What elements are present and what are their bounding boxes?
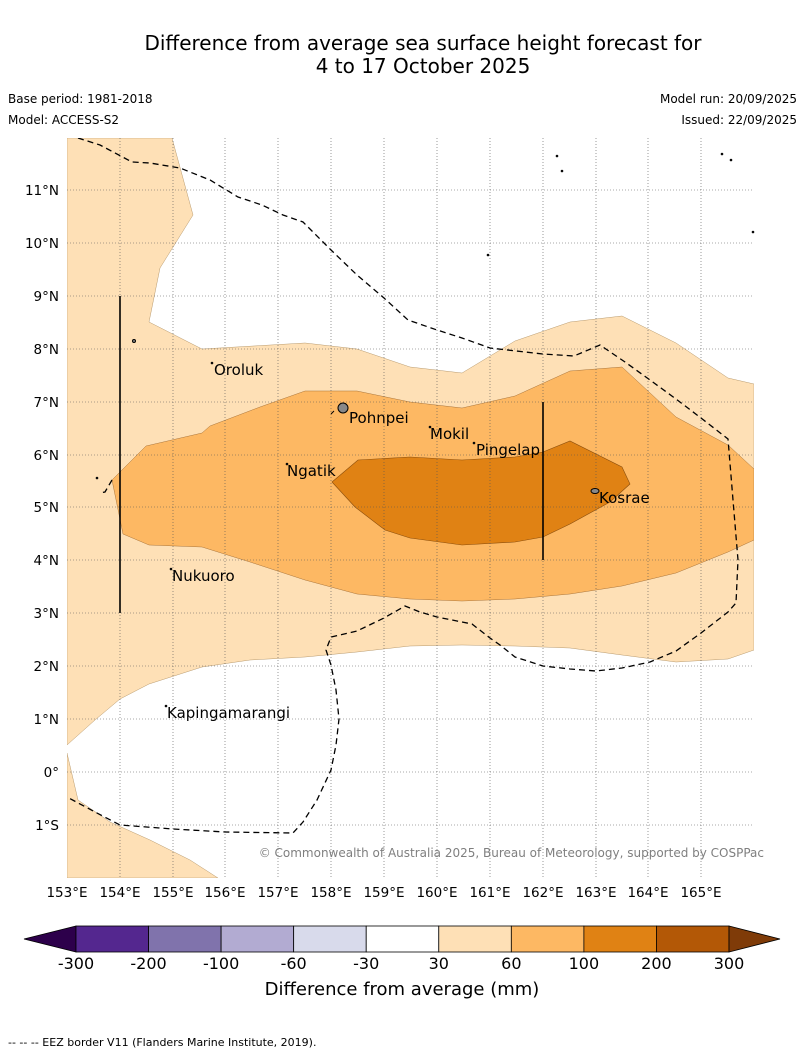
pohnpei-island bbox=[337, 402, 349, 414]
lat-label: 7°N bbox=[34, 395, 59, 411]
lon-label: 158°E bbox=[310, 885, 351, 901]
colorbar-segment bbox=[75, 925, 149, 953]
ngatik-islet bbox=[285, 462, 289, 466]
lon-label: 153°E bbox=[46, 885, 87, 901]
issued-date: Issued: 22/09/2025 bbox=[681, 113, 797, 127]
nukuoro-islet bbox=[169, 567, 173, 571]
place-oroluk: Oroluk bbox=[214, 361, 263, 379]
colorbar-labels: -300 -200 -100 -60 -30 30 60 100 200 300 bbox=[58, 954, 744, 973]
lon-label: 161°E bbox=[469, 885, 510, 901]
lat-label: 0° bbox=[44, 765, 59, 781]
colorbar-segment bbox=[293, 925, 367, 953]
oroluk-islet bbox=[210, 361, 214, 365]
colorbar-segment bbox=[510, 925, 585, 953]
place-pohnpei: Pohnpei bbox=[349, 409, 409, 427]
colorbar-tick-label: -200 bbox=[130, 954, 166, 973]
colorbar: -300 -200 -100 -60 -30 30 60 100 200 300 Differen… bbox=[23, 925, 781, 1000]
contour-100-200 bbox=[331, 440, 631, 546]
lon-label: 159°E bbox=[363, 885, 404, 901]
lon-label: 157°E bbox=[257, 885, 298, 901]
model-run: Model run: 20/09/2025 bbox=[659, 92, 797, 106]
eez-footnote: -- -- -- EEZ border V11 (Flanders Marine… bbox=[8, 1036, 317, 1049]
place-kapingamarangi: Kapingamarangi bbox=[167, 704, 290, 722]
lon-label: 156°E bbox=[204, 885, 245, 901]
colorbar-tick-label: -60 bbox=[281, 954, 307, 973]
islet bbox=[751, 230, 755, 234]
anomaly-contours bbox=[67, 138, 754, 878]
pingelap-islet bbox=[472, 441, 476, 445]
kapinga-islet bbox=[164, 704, 168, 708]
graticule bbox=[67, 138, 754, 878]
title-line-1: Difference from average sea surface heig… bbox=[144, 31, 702, 55]
lon-label: 160°E bbox=[416, 885, 457, 901]
chart-title: Difference from average sea surface heig… bbox=[0, 32, 804, 78]
longitude-labels: 153°E 154°E 155°E 156°E 157°E 158°E 159°… bbox=[46, 885, 721, 901]
lon-label: 163°E bbox=[575, 885, 616, 901]
islet bbox=[555, 154, 559, 158]
colorbar-overflow bbox=[728, 925, 781, 953]
contour-30-60-southwest bbox=[67, 752, 219, 878]
colorbar-tick-label: 100 bbox=[569, 954, 600, 973]
lon-label: 162°E bbox=[522, 885, 563, 901]
mokil-islet bbox=[428, 425, 432, 429]
colorbar-tick-label: 30 bbox=[429, 954, 449, 973]
lat-label: 3°N bbox=[34, 606, 59, 622]
lat-label: 8°N bbox=[34, 342, 59, 358]
place-mokil: Mokil bbox=[430, 425, 469, 443]
colorbar-segment bbox=[365, 925, 440, 953]
lon-label: 154°E bbox=[99, 885, 140, 901]
islet bbox=[720, 152, 724, 156]
kosrae-island bbox=[590, 488, 600, 494]
islands bbox=[95, 152, 755, 708]
base-period: Base period: 1981-2018 bbox=[8, 92, 153, 106]
islet bbox=[729, 158, 733, 162]
colorbar-tick-label: 300 bbox=[714, 954, 745, 973]
lat-label: 11°N bbox=[25, 183, 59, 199]
colorbar-segment bbox=[656, 925, 730, 953]
lat-label: 10°N bbox=[25, 236, 59, 252]
colorbar-segment bbox=[583, 925, 657, 953]
copyright-notice: © Commonwealth of Australia 2025, Bureau… bbox=[259, 846, 764, 860]
colorbar-tick-label: 60 bbox=[501, 954, 521, 973]
colorbar-segments bbox=[75, 925, 730, 953]
colorbar-title: Difference from average (mm) bbox=[265, 979, 540, 1000]
lat-label: 6°N bbox=[34, 448, 59, 464]
lon-label: 165°E bbox=[680, 885, 721, 901]
place-kosrae: Kosrae bbox=[599, 489, 650, 507]
islet bbox=[486, 253, 490, 257]
islet bbox=[560, 169, 564, 173]
colorbar-segment bbox=[438, 925, 512, 953]
lat-label: 1°N bbox=[34, 712, 59, 728]
colorbar-segment bbox=[220, 925, 295, 953]
colorbar-underflow bbox=[23, 925, 77, 953]
lon-label: 155°E bbox=[152, 885, 193, 901]
lat-label: 4°N bbox=[34, 553, 59, 569]
colorbar-tick-label: 200 bbox=[641, 954, 672, 973]
model-name: Model: ACCESS-S2 bbox=[8, 113, 120, 127]
lat-label: 5°N bbox=[34, 500, 59, 516]
islet bbox=[95, 476, 99, 480]
colorbar-tick-label: -300 bbox=[58, 954, 94, 973]
colorbar-segment bbox=[148, 925, 222, 953]
title-line-2: 4 to 17 October 2025 bbox=[315, 54, 531, 78]
eez-border bbox=[67, 138, 739, 834]
place-ngatik: Ngatik bbox=[287, 462, 336, 480]
colorbar-tick-label: -30 bbox=[353, 954, 379, 973]
colorbar-tick-label: -100 bbox=[203, 954, 239, 973]
place-nukuoro: Nukuoro bbox=[172, 567, 235, 585]
latitude-labels: 11°N 10°N 9°N 8°N 7°N 6°N 5°N 4°N 3°N 2°… bbox=[25, 183, 59, 834]
lon-label: 164°E bbox=[627, 885, 668, 901]
lat-label: 9°N bbox=[34, 289, 59, 305]
lat-label: 1°S bbox=[35, 818, 59, 834]
place-pingelap: Pingelap bbox=[476, 441, 540, 459]
lat-label: 2°N bbox=[34, 659, 59, 675]
islet bbox=[132, 339, 136, 343]
